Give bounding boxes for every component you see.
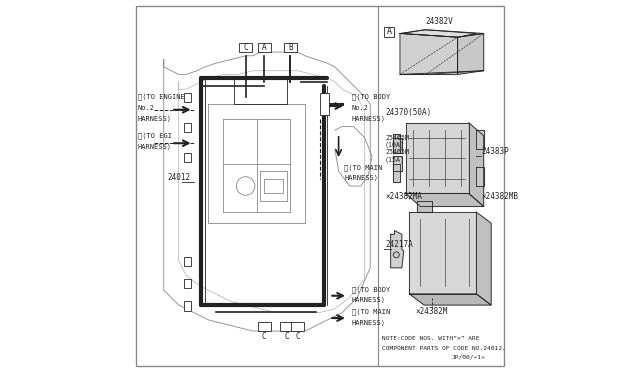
Text: HARNESS⟩: HARNESS⟩: [351, 320, 386, 326]
Text: B: B: [288, 43, 292, 52]
Polygon shape: [392, 156, 402, 171]
Bar: [280, 322, 293, 331]
Polygon shape: [392, 138, 402, 153]
Text: ⓑ⟨TO EGI: ⓑ⟨TO EGI: [138, 132, 172, 139]
Polygon shape: [406, 123, 468, 193]
Text: 24382V: 24382V: [425, 17, 453, 26]
Text: HARNESS⟩: HARNESS⟩: [138, 116, 172, 122]
Text: ×24382MB: ×24382MB: [482, 192, 519, 201]
Text: HARNESS⟩: HARNESS⟩: [351, 297, 386, 304]
Text: 25465M: 25465M: [385, 135, 409, 141]
Bar: [184, 301, 191, 311]
Polygon shape: [406, 193, 484, 206]
Text: C: C: [243, 43, 248, 52]
Polygon shape: [476, 167, 484, 186]
Text: A: A: [387, 28, 392, 36]
Polygon shape: [458, 33, 484, 74]
Text: ⓔ⟨TO MAIN: ⓔ⟨TO MAIN: [344, 164, 383, 171]
Text: ⓐ⟨TO ENGINE: ⓐ⟨TO ENGINE: [138, 93, 184, 100]
Text: ⓕ⟨TO BODY: ⓕ⟨TO BODY: [351, 93, 390, 100]
Polygon shape: [400, 30, 484, 37]
Text: C: C: [296, 332, 300, 341]
Bar: [384, 27, 394, 37]
Bar: [264, 179, 283, 193]
Text: No.2: No.2: [138, 105, 155, 111]
Text: NOTE:CODE NOS. WITH”×” ARE: NOTE:CODE NOS. WITH”×” ARE: [381, 336, 479, 341]
Bar: [284, 43, 297, 52]
Bar: [184, 257, 191, 266]
Text: ⓒ⟨TO MAIN: ⓒ⟨TO MAIN: [351, 308, 390, 315]
Polygon shape: [476, 130, 484, 149]
Polygon shape: [410, 294, 491, 305]
Text: COMPONENT PARTS OF CODE NO.24012.: COMPONENT PARTS OF CODE NO.24012.: [381, 346, 506, 351]
Text: (10A): (10A): [385, 142, 405, 148]
Text: HARNESS⟩: HARNESS⟩: [344, 175, 378, 182]
Bar: [291, 322, 305, 331]
Text: JP/00/«1»: JP/00/«1»: [452, 355, 486, 360]
Text: 24012: 24012: [168, 173, 191, 182]
Text: A: A: [262, 43, 266, 52]
Bar: [257, 43, 271, 52]
Bar: [184, 123, 191, 132]
Bar: [257, 322, 271, 331]
Bar: [260, 171, 287, 201]
Text: 24217A: 24217A: [385, 240, 413, 249]
Text: No.2: No.2: [351, 105, 369, 111]
Bar: [234, 78, 287, 104]
Polygon shape: [468, 123, 484, 206]
Text: 24370(50A): 24370(50A): [385, 108, 431, 117]
Text: (15A): (15A): [385, 157, 405, 163]
Polygon shape: [392, 164, 400, 182]
Text: 25465M: 25465M: [385, 150, 409, 155]
Polygon shape: [400, 33, 458, 74]
Bar: [239, 43, 252, 52]
Text: HARNESS⟩: HARNESS⟩: [351, 116, 386, 122]
Text: 24383P: 24383P: [482, 147, 509, 156]
Bar: [184, 153, 191, 162]
Text: ×24382M: ×24382M: [415, 307, 448, 316]
Text: ⓓ⟨TO BODY: ⓓ⟨TO BODY: [351, 286, 390, 293]
Bar: [184, 93, 191, 102]
Text: HARNESS⟩: HARNESS⟩: [138, 144, 172, 150]
Bar: [184, 279, 191, 288]
Text: ×24382MA: ×24382MA: [385, 192, 422, 201]
Text: C: C: [284, 332, 289, 341]
Polygon shape: [392, 134, 400, 153]
Polygon shape: [390, 231, 404, 268]
Bar: [320, 93, 330, 115]
Text: C: C: [262, 332, 266, 341]
Polygon shape: [410, 212, 476, 294]
Polygon shape: [417, 201, 431, 212]
Polygon shape: [402, 30, 476, 37]
Polygon shape: [476, 212, 491, 305]
